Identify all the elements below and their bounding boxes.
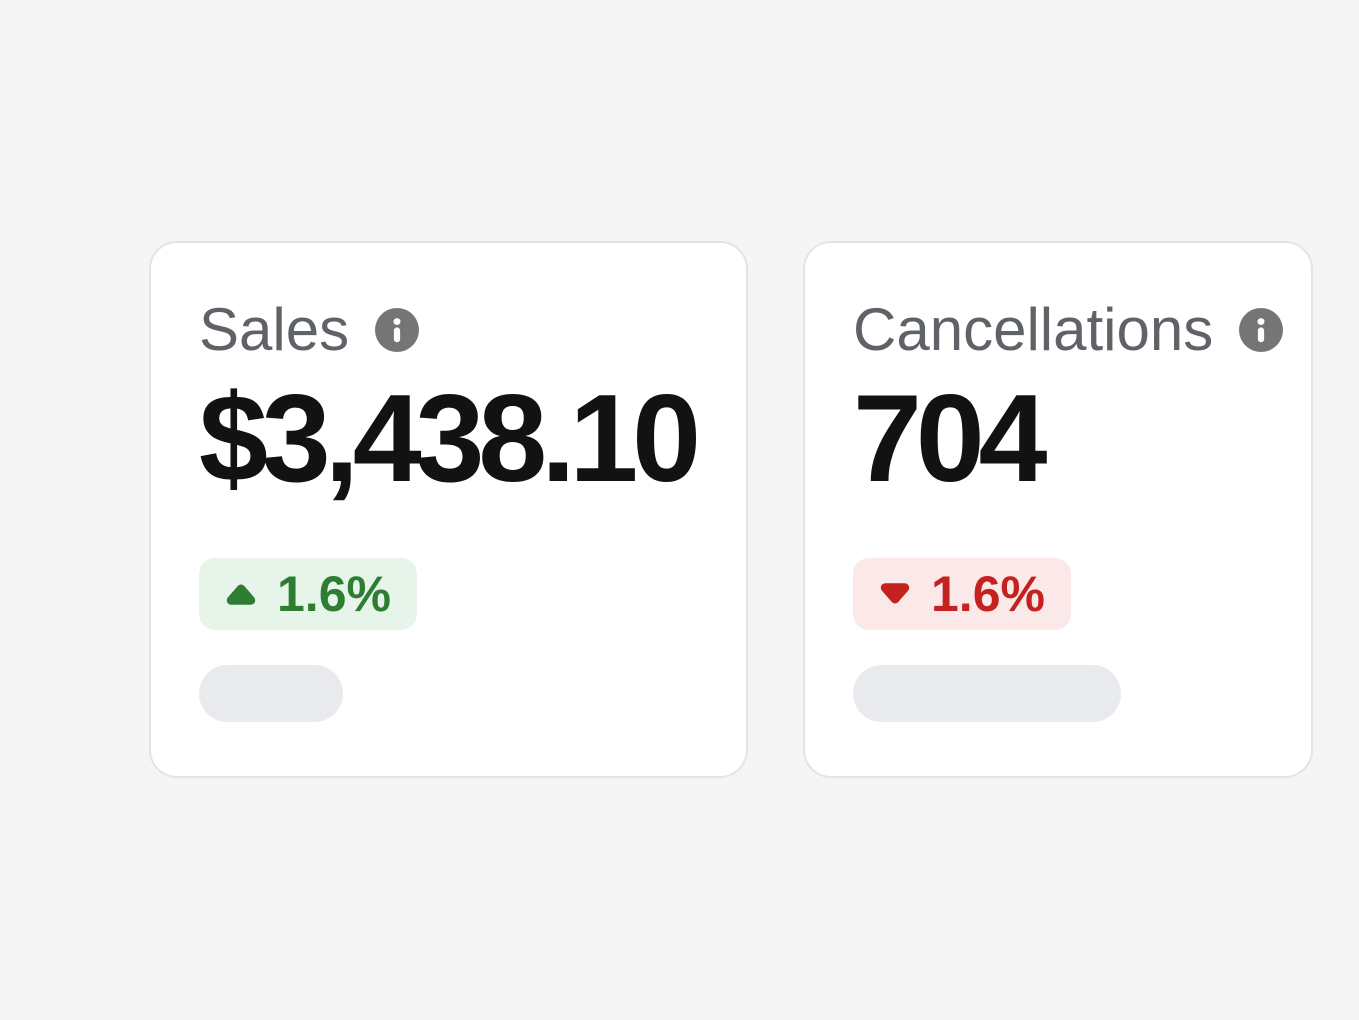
skeleton-row (199, 665, 698, 722)
metric-value: 704 (853, 370, 1047, 508)
skeleton-placeholder (199, 665, 343, 722)
change-value: 1.6% (931, 566, 1045, 622)
metric-card-cancellations: Cancellations 704 1.6% (803, 241, 1313, 778)
change-value: 1.6% (277, 566, 391, 622)
skeleton-row (853, 665, 1263, 722)
info-icon[interactable] (1239, 308, 1284, 352)
card-header: Sales (199, 298, 698, 362)
metric-value: $3,438.10 (199, 370, 701, 508)
card-header: Cancellations (853, 296, 1284, 363)
change-badge-down: 1.6% (853, 558, 1071, 630)
info-icon[interactable] (375, 308, 420, 352)
skeleton-placeholder (853, 665, 1121, 722)
arrow-down-icon (879, 582, 911, 606)
metric-card-sales: Sales $3,438.10 1.6% (149, 241, 748, 778)
metric-label: Cancellations (853, 296, 1214, 363)
arrow-up-icon (225, 582, 257, 606)
metric-label: Sales (199, 296, 350, 363)
change-badge-up: 1.6% (199, 558, 417, 630)
